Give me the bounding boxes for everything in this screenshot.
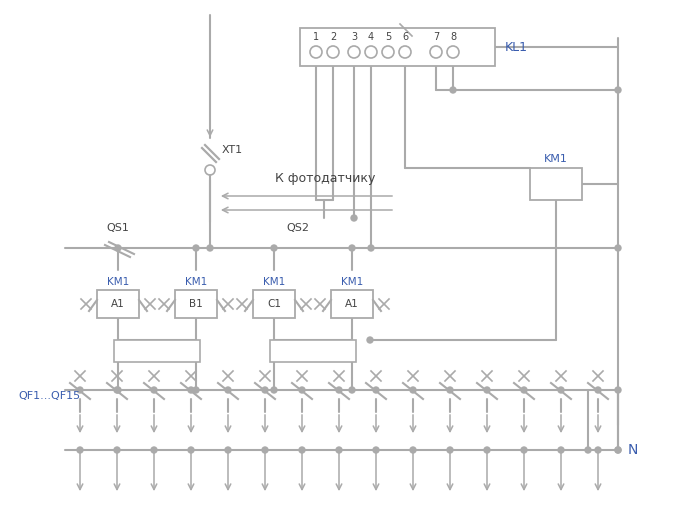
Circle shape (410, 447, 416, 453)
Circle shape (521, 387, 527, 393)
Circle shape (188, 447, 194, 453)
Circle shape (484, 447, 490, 453)
Bar (253, 290, 295, 318)
Circle shape (115, 245, 121, 251)
Circle shape (615, 447, 621, 453)
Circle shape (151, 387, 157, 393)
Text: 8: 8 (450, 32, 456, 42)
Circle shape (615, 387, 621, 393)
Bar (114, 340, 200, 362)
Circle shape (271, 387, 277, 393)
Text: 6: 6 (402, 32, 408, 42)
Text: XT1: XT1 (222, 145, 243, 155)
Circle shape (151, 447, 157, 453)
Bar (331, 290, 373, 318)
Text: 2: 2 (330, 32, 336, 42)
Text: KM1: KM1 (263, 277, 285, 287)
Circle shape (299, 447, 305, 453)
Circle shape (336, 387, 342, 393)
Circle shape (225, 447, 231, 453)
Circle shape (349, 387, 355, 393)
Text: A1: A1 (345, 299, 359, 309)
Circle shape (115, 387, 121, 393)
Circle shape (410, 387, 416, 393)
Circle shape (77, 447, 83, 453)
Circle shape (373, 447, 379, 453)
Circle shape (368, 245, 374, 251)
Text: 1: 1 (313, 32, 319, 42)
Circle shape (367, 337, 373, 343)
Circle shape (351, 215, 357, 221)
Circle shape (193, 245, 199, 251)
Circle shape (615, 245, 621, 251)
Circle shape (349, 245, 355, 251)
Circle shape (262, 387, 268, 393)
Text: К фотодатчику: К фотодатчику (275, 172, 375, 185)
Text: 3: 3 (351, 32, 357, 42)
Text: 7: 7 (433, 32, 439, 42)
Circle shape (615, 447, 621, 453)
Circle shape (207, 245, 213, 251)
Circle shape (595, 447, 601, 453)
Circle shape (77, 387, 83, 393)
Text: QS1: QS1 (107, 223, 129, 233)
Text: N: N (628, 443, 639, 457)
Circle shape (585, 447, 591, 453)
Text: 5: 5 (385, 32, 391, 42)
Circle shape (447, 447, 453, 453)
Text: KM1: KM1 (544, 154, 568, 164)
Circle shape (225, 387, 231, 393)
Text: KM1: KM1 (341, 277, 363, 287)
Circle shape (450, 87, 456, 93)
Bar (270, 340, 356, 362)
Circle shape (447, 387, 453, 393)
Bar (175, 290, 217, 318)
Circle shape (373, 387, 379, 393)
Circle shape (595, 387, 601, 393)
Circle shape (484, 387, 490, 393)
Circle shape (336, 447, 342, 453)
Circle shape (114, 447, 120, 453)
Circle shape (521, 447, 527, 453)
Circle shape (615, 87, 621, 93)
Circle shape (114, 387, 120, 393)
Text: QF1...QF15: QF1...QF15 (18, 391, 80, 401)
Circle shape (299, 387, 305, 393)
Bar (300, 28, 495, 66)
Text: KL1: KL1 (505, 41, 528, 54)
Circle shape (271, 245, 277, 251)
Circle shape (262, 447, 268, 453)
Text: KM1: KM1 (107, 277, 129, 287)
Circle shape (188, 387, 194, 393)
Circle shape (558, 447, 564, 453)
Circle shape (558, 387, 564, 393)
Bar (530, 168, 582, 200)
Bar (97, 290, 139, 318)
Text: C1: C1 (267, 299, 281, 309)
Text: KM1: KM1 (185, 277, 207, 287)
Text: QS2: QS2 (286, 223, 309, 233)
Text: 4: 4 (368, 32, 374, 42)
Text: A1: A1 (111, 299, 125, 309)
Text: B1: B1 (189, 299, 203, 309)
Circle shape (193, 387, 199, 393)
